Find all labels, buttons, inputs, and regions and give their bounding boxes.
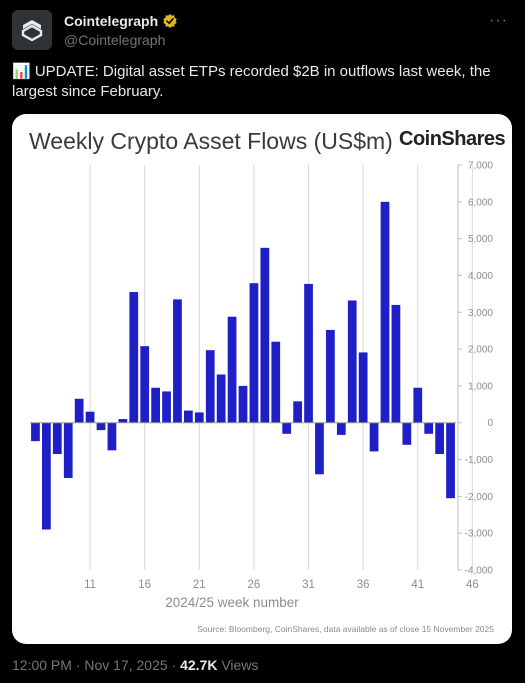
y-tick-label: 3,000 xyxy=(468,308,493,319)
chart-bar xyxy=(293,401,302,423)
chart-bar xyxy=(304,283,313,423)
chart-bar xyxy=(107,422,117,451)
y-tick-label: -3,000 xyxy=(465,529,494,540)
chart-bar xyxy=(435,422,444,455)
x-tick-label: 21 xyxy=(193,579,206,591)
y-tick-label: -1,000 xyxy=(465,455,494,466)
chart-bar xyxy=(184,410,193,423)
author-handle[interactable]: @Cointelegraph xyxy=(64,32,166,48)
y-tick-label: 0 xyxy=(487,418,493,429)
avatar[interactable] xyxy=(12,10,52,50)
chart-bar xyxy=(205,350,215,423)
chart-bar xyxy=(85,411,95,423)
chart-bar xyxy=(282,422,292,434)
chart-bar xyxy=(74,398,84,423)
chart-image[interactable]: 7,000 6,000 5,000 4,000 3,000 2,000 1,000 0 -1,0… xyxy=(12,114,512,644)
chart-bar xyxy=(260,247,270,423)
tweet-text: 📊 UPDATE: Digital asset ETPs recorded $2… xyxy=(12,63,491,100)
more-options-icon[interactable]: ··· xyxy=(489,12,508,29)
chart-bar xyxy=(326,329,335,423)
x-tick-label: 46 xyxy=(466,579,479,591)
bar-chart: 7,000 6,000 5,000 4,000 3,000 2,000 1,000 0 -1,0… xyxy=(30,161,494,610)
y-tick-label: -4,000 xyxy=(465,566,494,577)
x-tick-label: 31 xyxy=(302,579,315,591)
chart-brand: CoinShares xyxy=(399,128,506,150)
chart-bar xyxy=(336,422,346,435)
tweet-header: Cointelegraph @Cointelegraph ··· xyxy=(12,10,512,50)
chart-bar xyxy=(140,346,150,423)
chart-bar xyxy=(380,201,390,423)
y-tick-label: 5,000 xyxy=(468,234,493,245)
chart-bar xyxy=(151,387,160,423)
chart-bar xyxy=(216,374,226,423)
chart-bar xyxy=(391,304,401,423)
chart-bar xyxy=(42,422,51,530)
chart-source: Source: Bloomberg, CoinShares, data avai… xyxy=(197,624,494,634)
chart-bar xyxy=(162,391,171,423)
chart-bar xyxy=(194,412,204,423)
chart-bar xyxy=(402,422,412,445)
chart-bar xyxy=(63,422,73,478)
chart-bar xyxy=(118,419,128,423)
tweet-timestamp[interactable]: 12:00 PM · Nov 17, 2025 · xyxy=(12,657,177,673)
y-tick-label: 6,000 xyxy=(468,197,493,208)
x-tick-label: 11 xyxy=(84,579,96,591)
chart-bar xyxy=(315,422,324,475)
x-axis-label: 2024/25 week number xyxy=(165,595,299,610)
x-tick-label: 26 xyxy=(248,579,261,591)
chart-bar xyxy=(446,422,455,499)
chart-bar xyxy=(96,422,106,431)
chart-bar xyxy=(424,422,434,434)
x-tick-label: 41 xyxy=(411,579,424,591)
chart-bar xyxy=(129,292,139,423)
y-tick-label: 7,000 xyxy=(468,161,493,172)
views-count: 42.7K xyxy=(180,657,218,673)
chart-bar xyxy=(173,299,182,423)
tweet-meta: 12:00 PM · Nov 17, 2025 · 42.7K Views xyxy=(12,657,258,673)
chart-bar xyxy=(358,352,368,423)
x-tick-label: 36 xyxy=(357,579,370,591)
cointelegraph-logo-icon xyxy=(21,20,43,42)
chart-bar xyxy=(227,316,237,423)
chart-title: Weekly Crypto Asset Flows (US$m) xyxy=(29,128,393,154)
views-label: Views xyxy=(221,657,259,673)
chart-bar xyxy=(271,341,281,423)
y-tick-label: -2,000 xyxy=(465,492,494,503)
chart-bar xyxy=(413,387,423,423)
chart-bar xyxy=(347,300,357,423)
chart-bar xyxy=(52,422,62,455)
y-tick-label: 2,000 xyxy=(468,345,493,356)
chart-bar xyxy=(369,422,379,452)
chart-bar xyxy=(249,283,259,423)
chart-bar xyxy=(238,385,248,423)
x-tick-label: 16 xyxy=(138,579,151,591)
y-tick-label: 1,000 xyxy=(468,381,493,392)
y-tick-label: 4,000 xyxy=(468,271,493,282)
chart-bar xyxy=(31,422,40,442)
verified-badge-icon xyxy=(163,14,177,28)
author-name[interactable]: Cointelegraph xyxy=(64,13,159,29)
